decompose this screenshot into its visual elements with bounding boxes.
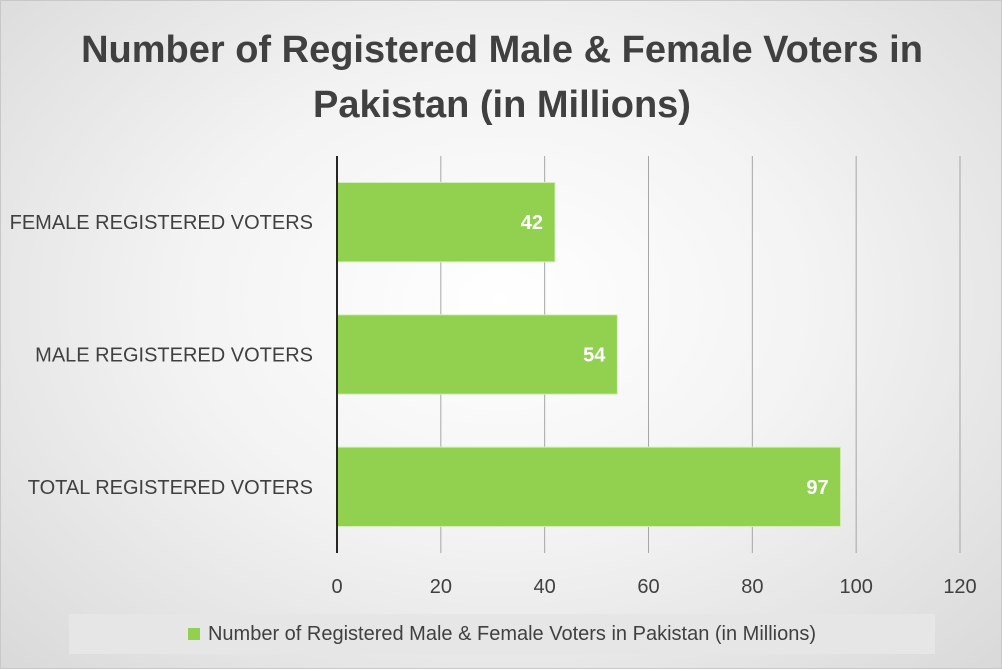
data-label: 97 xyxy=(806,477,828,499)
legend: Number of Registered Male & Female Voter… xyxy=(69,614,935,654)
tick-label: 0 xyxy=(331,576,342,598)
tick-label: 100 xyxy=(839,576,872,598)
chart-title: Number of Registered Male & Female Voter… xyxy=(81,29,923,126)
legend-label: Number of Registered Male & Female Voter… xyxy=(207,622,817,645)
category-label: TOTAL REGISTERED VOTERS xyxy=(28,477,313,499)
tick-label: 120 xyxy=(943,576,976,598)
category-label: MALE REGISTERED VOTERS xyxy=(35,345,313,367)
legend-swatch xyxy=(187,628,200,640)
tick-label: 40 xyxy=(534,576,556,598)
bar xyxy=(336,314,618,395)
tick-label: 60 xyxy=(637,576,659,598)
tick-label: 80 xyxy=(741,576,763,598)
data-label: 42 xyxy=(521,212,543,234)
bar xyxy=(336,181,556,263)
category-label: FEMALE REGISTERED VOTERS xyxy=(10,212,313,234)
tick-label: 20 xyxy=(430,576,452,598)
data-label: 54 xyxy=(583,345,606,367)
bar xyxy=(336,446,842,528)
